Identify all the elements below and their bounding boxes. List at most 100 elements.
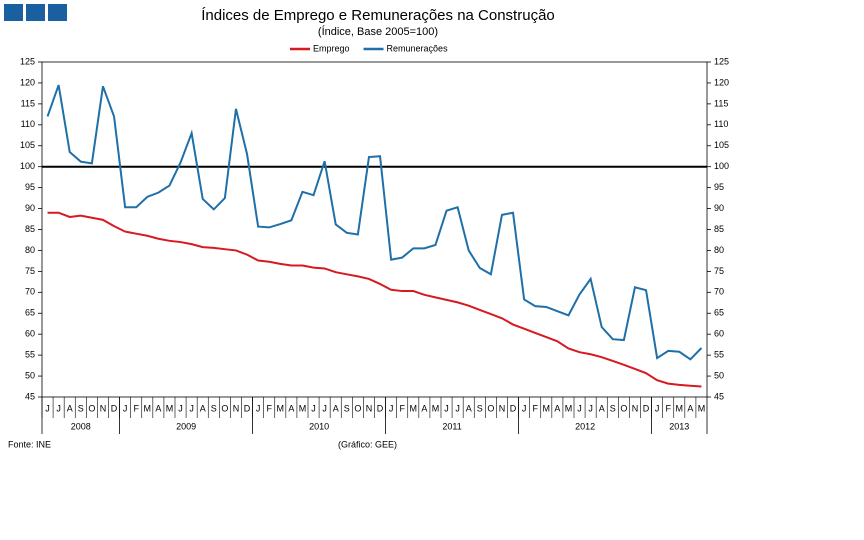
x-tick-label: M (698, 403, 706, 413)
y2-tick-label: 60 (714, 329, 724, 339)
x-tick-label: O (354, 403, 361, 413)
y-tick-label: 65 (25, 308, 35, 318)
y-tick-label: 80 (25, 245, 35, 255)
x-tick-label: S (610, 403, 616, 413)
x-tick-label: A (288, 403, 294, 413)
y-tick-label: 120 (20, 77, 35, 87)
x-tick-label: F (532, 403, 538, 413)
y2-tick-label: 120 (714, 77, 729, 87)
x-tick-label: D (643, 403, 650, 413)
y2-tick-label: 110 (714, 119, 728, 129)
y2-tick-label: 80 (714, 245, 724, 255)
x-group-label: 2013 (669, 421, 689, 431)
x-tick-label: J (655, 403, 660, 413)
y2-tick-label: 125 (714, 56, 729, 66)
x-group-label: 2012 (575, 421, 595, 431)
plot-area (41, 61, 708, 398)
y-tick-label: 85 (25, 224, 35, 234)
y-tick-label: 70 (25, 287, 35, 297)
chart-subtitle: (Índice, Base 2005=100) (318, 25, 438, 38)
x-tick-label: F (133, 403, 139, 413)
y2-tick-label: 95 (714, 182, 724, 192)
x-tick-label: A (466, 403, 472, 413)
x-tick-label: J (444, 403, 449, 413)
y2-tick-label: 55 (714, 350, 724, 360)
y-tick-label: 55 (25, 350, 35, 360)
y-tick-label: 75 (25, 266, 35, 276)
y2-tick-label: 50 (714, 370, 724, 380)
x-tick-label: M (277, 403, 285, 413)
x-tick-label: D (377, 403, 384, 413)
x-tick-label: J (577, 403, 582, 413)
x-tick-label: M (166, 403, 174, 413)
x-tick-label: J (522, 403, 527, 413)
x-group-label: 2009 (176, 421, 196, 431)
x-tick-label: F (266, 403, 272, 413)
x-tick-label: A (687, 403, 693, 413)
x-tick-label: S (211, 403, 217, 413)
y-tick-label: 95 (25, 182, 35, 192)
legend-label: Emprego (313, 43, 350, 53)
x-tick-label: J (389, 403, 394, 413)
x-tick-label: A (599, 403, 605, 413)
x-group-label: 2008 (71, 421, 91, 431)
x-tick-label: J (123, 403, 128, 413)
x-tick-label: N (499, 403, 506, 413)
y2-tick-label: 85 (714, 224, 724, 234)
x-tick-label: O (88, 403, 95, 413)
y-tick-label: 110 (21, 119, 35, 129)
logo-block (26, 4, 45, 21)
x-tick-label: A (421, 403, 427, 413)
x-tick-label: F (665, 403, 671, 413)
x-tick-label: N (100, 403, 107, 413)
x-tick-label: M (565, 403, 573, 413)
y2-tick-label: 45 (714, 391, 724, 401)
x-tick-label: A (67, 403, 73, 413)
y2-tick-label: 115 (714, 98, 728, 108)
y2-tick-label: 70 (714, 287, 724, 297)
source: Fonte: INE (8, 439, 51, 449)
x-group-label: 2010 (309, 421, 329, 431)
y2-tick-label: 65 (714, 308, 724, 318)
x-tick-label: D (244, 403, 251, 413)
y-tick-label: 105 (20, 140, 35, 150)
x-tick-label: S (477, 403, 483, 413)
x-group-label: 2011 (442, 421, 461, 431)
x-tick-label: A (155, 403, 161, 413)
x-tick-label: M (299, 403, 307, 413)
x-tick-label: A (200, 403, 206, 413)
y-tick-label: 100 (20, 161, 35, 171)
x-tick-label: M (410, 403, 418, 413)
y-tick-label: 115 (21, 98, 35, 108)
x-tick-label: S (344, 403, 350, 413)
x-tick-label: O (487, 403, 494, 413)
x-tick-label: M (144, 403, 152, 413)
x-tick-label: O (221, 403, 228, 413)
y-tick-label: 60 (25, 329, 35, 339)
y-tick-label: 125 (20, 56, 35, 66)
y2-tick-label: 75 (714, 266, 724, 276)
x-tick-label: J (56, 403, 61, 413)
x-tick-label: J (178, 403, 183, 413)
x-tick-label: M (432, 403, 440, 413)
x-tick-label: N (632, 403, 639, 413)
logo-block (4, 4, 23, 21)
x-tick-label: J (45, 403, 50, 413)
x-tick-label: D (510, 403, 517, 413)
x-tick-label: N (233, 403, 240, 413)
x-tick-label: J (189, 403, 194, 413)
y2-tick-label: 105 (714, 140, 729, 150)
series-line (47, 211, 702, 388)
x-tick-label: N (366, 403, 373, 413)
series-line (46, 84, 703, 361)
y2-tick-label: 100 (714, 161, 729, 171)
x-tick-label: M (543, 403, 551, 413)
x-tick-label: J (588, 403, 593, 413)
chart-title: Índices de Emprego e Remunerações na Con… (201, 7, 555, 24)
credit: (Gráfico: GEE) (338, 439, 397, 449)
x-tick-label: S (78, 403, 84, 413)
y-tick-label: 50 (25, 370, 35, 380)
x-tick-label: O (620, 403, 627, 413)
x-tick-label: J (256, 403, 261, 413)
